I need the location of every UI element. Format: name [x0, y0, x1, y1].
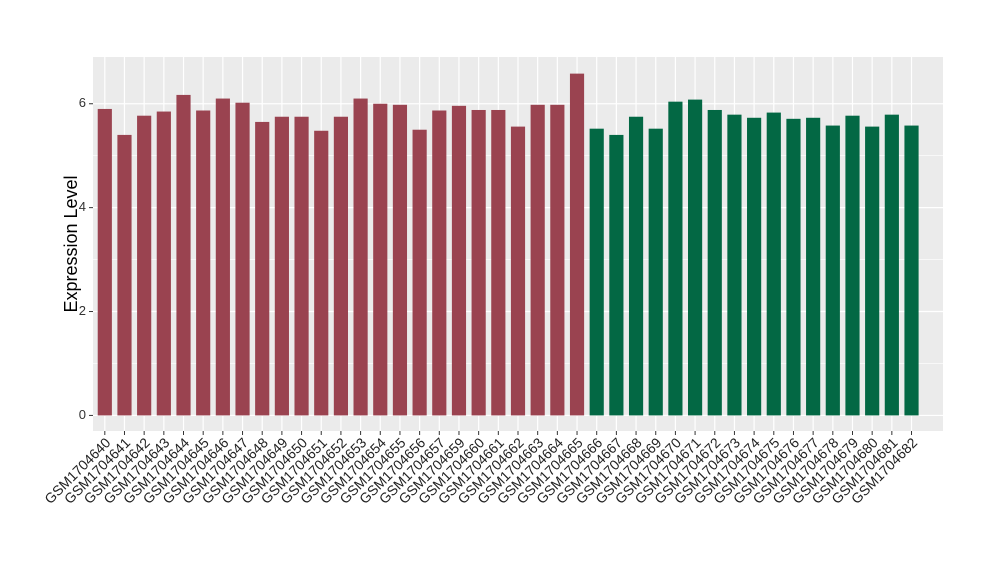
bar: [884, 114, 899, 416]
bar: [648, 128, 663, 416]
bar: [904, 125, 919, 416]
y-tick-label: 2: [79, 303, 86, 318]
bar: [668, 101, 683, 416]
bar: [688, 99, 703, 416]
bar: [569, 73, 585, 416]
bar: [727, 114, 742, 416]
bar: [865, 126, 880, 416]
y-tick-label: 6: [79, 95, 86, 110]
bar: [294, 116, 309, 416]
bar: [196, 110, 211, 416]
bar: [707, 109, 722, 416]
bar: [274, 116, 289, 416]
bar: [845, 115, 860, 416]
bar: [215, 98, 230, 416]
bar: [412, 129, 427, 416]
y-tick-label: 0: [79, 407, 86, 422]
bar: [530, 104, 545, 416]
bar: [747, 117, 762, 416]
bar: [471, 109, 486, 416]
bar: [589, 128, 604, 416]
bar: [176, 94, 191, 416]
bar: [373, 103, 388, 416]
bar: [137, 115, 152, 416]
bar: [628, 116, 644, 416]
bar: [825, 125, 840, 416]
bar: [235, 102, 250, 416]
bar: [510, 126, 526, 416]
bar: [255, 121, 270, 416]
bar: [117, 134, 132, 416]
bar: [806, 117, 821, 416]
bar: [766, 112, 781, 416]
y-tick-label: 4: [79, 199, 86, 214]
bar: [314, 130, 329, 416]
bar: [97, 108, 112, 416]
bar: [609, 134, 624, 416]
bar: [491, 109, 506, 416]
bar: [392, 104, 408, 416]
bar: [786, 118, 801, 416]
bar: [550, 104, 565, 416]
bar: [333, 116, 348, 416]
bar: [353, 98, 368, 416]
bar: [432, 110, 447, 416]
bar: [156, 111, 171, 416]
y-axis-label: Expression Level: [61, 175, 81, 312]
bar: [451, 105, 467, 416]
